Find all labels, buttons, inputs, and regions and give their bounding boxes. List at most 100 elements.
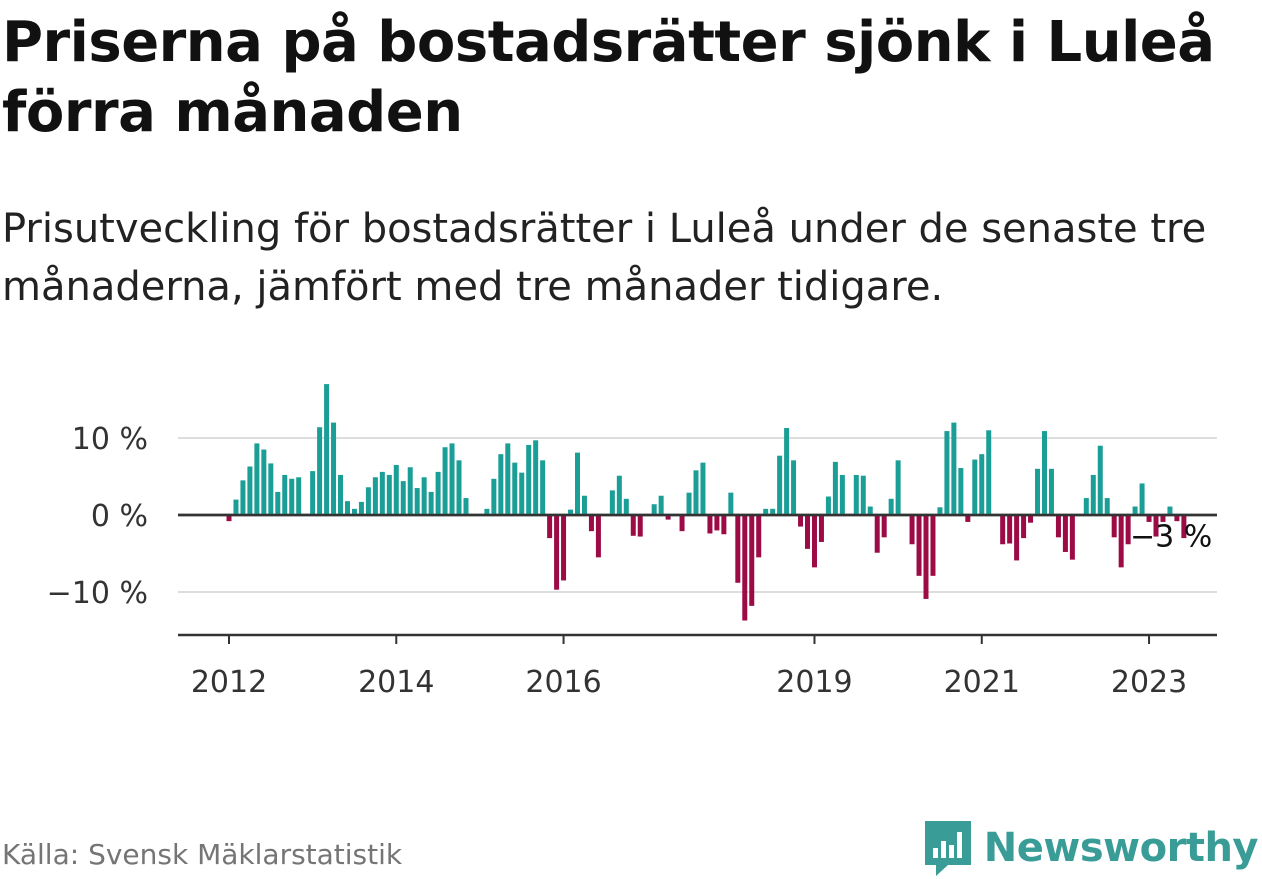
bar [1139, 483, 1145, 515]
bar [972, 459, 978, 515]
bar [491, 478, 497, 515]
bar [324, 384, 330, 515]
bar [1118, 515, 1124, 568]
bar [791, 460, 797, 515]
y-tick-label: 10 % [72, 422, 148, 457]
bar [393, 464, 399, 515]
bar [895, 460, 901, 515]
bar [874, 515, 880, 553]
bar [609, 490, 615, 515]
bar [825, 496, 831, 515]
bar [365, 487, 371, 515]
bar [338, 474, 344, 515]
bar [1062, 515, 1068, 552]
y-tick-label: 0 % [91, 499, 148, 534]
bar [463, 498, 469, 515]
bar [386, 474, 392, 515]
bar [853, 474, 859, 515]
newsworthy-logo-icon [924, 821, 971, 876]
bar [547, 515, 553, 539]
bar [1055, 515, 1061, 538]
bar [351, 508, 357, 515]
bar [986, 430, 992, 515]
x-tick-label: 2014 [358, 665, 434, 700]
brand-logo[interactable]: Newsworthy [922, 818, 1259, 878]
bar [742, 515, 748, 621]
bar [665, 515, 671, 520]
bar [540, 460, 546, 515]
bar [240, 480, 246, 515]
bar [944, 431, 950, 515]
bar [1146, 515, 1152, 522]
bar [658, 495, 664, 515]
bar [595, 515, 601, 558]
bar [379, 471, 385, 515]
chart-subtitle: Prisutveckling för bostadsrätter i Luleå… [2, 206, 1207, 310]
bar [1090, 474, 1096, 515]
chart-title: Priserna på bostadsrätter sjönk i Luleå … [2, 10, 1215, 145]
bar [1160, 515, 1166, 522]
bar [1153, 515, 1159, 537]
bar [965, 515, 971, 522]
bar [561, 515, 567, 581]
bar [331, 422, 337, 515]
bar [1041, 431, 1047, 515]
bar [909, 515, 915, 545]
bar [581, 495, 587, 515]
bar [421, 477, 427, 515]
bar [505, 443, 511, 515]
bar [233, 499, 239, 515]
x-axis-labels: 2012 2014 2016 2019 2021 2023 [191, 665, 1187, 700]
bar [832, 461, 838, 515]
bar [526, 444, 532, 515]
bar [693, 470, 699, 515]
bar [1097, 445, 1103, 515]
bar [623, 498, 629, 515]
bar [798, 515, 804, 527]
bar [1167, 506, 1173, 515]
bar [1000, 515, 1006, 545]
bar [1125, 515, 1131, 545]
bars [226, 384, 1187, 621]
bar [937, 507, 943, 515]
bar [818, 515, 824, 542]
bar [951, 422, 957, 515]
bar [358, 501, 364, 515]
bar [763, 508, 769, 515]
x-tick-label: 2021 [944, 665, 1020, 700]
bar [867, 506, 873, 515]
bar [916, 515, 922, 576]
bar [679, 515, 685, 532]
bar [554, 515, 560, 590]
bar [700, 462, 706, 515]
bar [1174, 515, 1180, 522]
bar [686, 492, 692, 515]
bar [888, 498, 894, 515]
bar [714, 515, 720, 531]
bar [533, 440, 539, 515]
bar [275, 491, 281, 515]
bar [268, 463, 274, 515]
bar [317, 427, 323, 515]
bar [616, 475, 622, 515]
bar [414, 488, 420, 515]
bar [770, 508, 776, 515]
annotations: −3 % [1130, 520, 1212, 555]
bar [651, 504, 657, 515]
bar [958, 468, 964, 515]
bar [1132, 506, 1138, 515]
bar [407, 467, 413, 515]
bar [860, 475, 866, 515]
bar [296, 477, 302, 515]
x-tick-label: 2016 [525, 665, 601, 700]
bar [449, 443, 455, 515]
bar [811, 515, 817, 568]
source-note: Källa: Svensk Mäklarstatistik [2, 838, 403, 871]
bar [735, 515, 741, 583]
bar [805, 515, 811, 549]
bar [254, 443, 260, 515]
bar [721, 515, 727, 535]
bar [1111, 515, 1117, 538]
bar [979, 454, 985, 515]
bar [728, 492, 734, 515]
